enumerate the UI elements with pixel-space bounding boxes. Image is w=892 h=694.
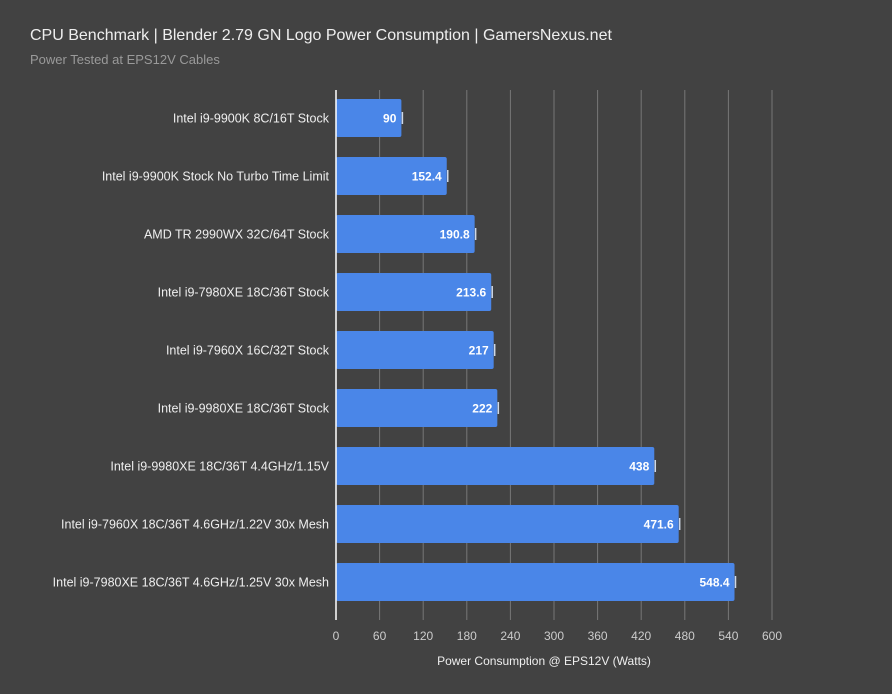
data-label: 213.6 (456, 286, 486, 300)
data-label: 222 (472, 402, 492, 416)
bar (336, 447, 655, 485)
bar (336, 215, 475, 253)
x-tick-label: 480 (675, 629, 695, 643)
bar (336, 273, 492, 311)
data-label: 152.4 (412, 170, 442, 184)
data-label: 190.8 (440, 228, 470, 242)
category-label: Intel i9-7980XE 18C/36T Stock (158, 286, 330, 300)
x-tick-label: 540 (718, 629, 738, 643)
x-tick-label: 120 (413, 629, 433, 643)
bar (336, 563, 735, 601)
data-label: 90 (383, 112, 397, 126)
category-label: Intel i9-9900K 8C/16T Stock (173, 112, 330, 126)
chart-title: CPU Benchmark | Blender 2.79 GN Logo Pow… (30, 27, 612, 44)
category-label: Intel i9-7980XE 18C/36T 4.6GHz/1.25V 30x… (53, 576, 329, 590)
category-label: Intel i9-7960X 18C/36T 4.6GHz/1.22V 30x … (61, 518, 329, 532)
bar (336, 99, 402, 137)
category-label: Intel i9-9980XE 18C/36T Stock (158, 402, 330, 416)
x-tick-label: 420 (631, 629, 651, 643)
category-label: AMD TR 2990WX 32C/64T Stock (144, 228, 330, 242)
category-label: Intel i9-9980XE 18C/36T 4.4GHz/1.15V (110, 460, 329, 474)
bar (336, 389, 498, 427)
x-tick-label: 180 (457, 629, 477, 643)
chart-subtitle: Power Tested at EPS12V Cables (30, 52, 220, 67)
data-label: 438 (629, 460, 649, 474)
x-tick-label: 300 (544, 629, 564, 643)
category-label: Intel i9-7960X 16C/32T Stock (166, 344, 330, 358)
x-tick-label: 60 (373, 629, 387, 643)
data-label: 471.6 (644, 518, 674, 532)
category-label: Intel i9-9900K Stock No Turbo Time Limit (102, 170, 330, 184)
data-label: 548.4 (699, 576, 729, 590)
x-axis-title: Power Consumption @ EPS12V (Watts) (437, 654, 651, 668)
data-label: 217 (469, 344, 489, 358)
x-tick-label: 0 (333, 629, 340, 643)
bar (336, 505, 679, 543)
x-tick-label: 240 (500, 629, 520, 643)
x-tick-label: 600 (762, 629, 782, 643)
x-tick-label: 360 (588, 629, 608, 643)
bar (336, 331, 494, 369)
bar (336, 157, 447, 195)
